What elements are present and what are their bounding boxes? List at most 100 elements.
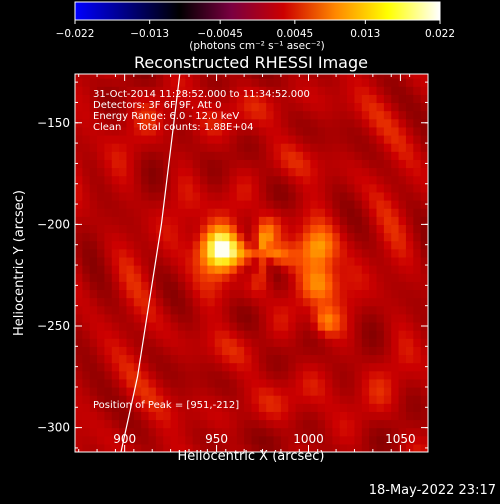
heatmap-cell	[413, 403, 422, 412]
heatmap-cell	[317, 191, 326, 201]
heatmap-cell	[280, 435, 289, 445]
heatmap-cell	[405, 321, 414, 331]
heatmap-cell	[266, 281, 275, 291]
heatmap-cell	[97, 118, 106, 128]
heatmap-cell	[310, 134, 319, 144]
heatmap-cell	[251, 78, 260, 87]
heatmap-cell	[354, 240, 363, 250]
heatmap-cell	[170, 86, 179, 95]
heatmap-cell	[317, 330, 326, 339]
heatmap-cell	[89, 86, 98, 95]
heatmap-cell	[266, 321, 275, 331]
heatmap-cell	[302, 134, 311, 144]
heatmap-cell	[82, 126, 91, 136]
heatmap-cell	[398, 321, 407, 331]
heatmap-cell	[295, 126, 304, 136]
heatmap-cell	[258, 362, 267, 372]
heatmap-cell	[317, 224, 326, 234]
heatmap-cell	[207, 403, 216, 412]
heatmap-cell	[339, 313, 348, 323]
heatmap-cell	[104, 200, 113, 209]
heatmap-cell	[339, 338, 348, 347]
heatmap-cell	[244, 86, 253, 95]
heatmap-cell	[347, 216, 356, 225]
heatmap-cell	[89, 378, 98, 388]
heatmap-cell	[273, 134, 282, 144]
heatmap-cell	[339, 74, 348, 79]
heatmap-cell	[200, 370, 208, 380]
heatmap-cell	[229, 435, 238, 445]
heatmap-cell	[347, 151, 356, 160]
heatmap-cell	[354, 74, 363, 79]
heatmap-cell	[222, 256, 231, 266]
heatmap-cell	[302, 354, 311, 364]
heatmap-cell	[317, 362, 326, 372]
heatmap-cell	[126, 175, 135, 185]
heatmap-cell	[170, 183, 179, 193]
heatmap-cell	[398, 86, 407, 95]
heatmap-cell	[163, 273, 172, 282]
heatmap-cell	[361, 330, 370, 339]
heatmap-cell	[302, 305, 311, 315]
heatmap-cell	[244, 297, 253, 307]
heatmap-cell	[317, 216, 326, 225]
heatmap-image	[75, 74, 428, 452]
heatmap-cell	[317, 273, 326, 282]
heatmap-cell	[332, 110, 341, 120]
heatmap-cell	[192, 232, 201, 242]
heatmap-cell	[207, 183, 216, 193]
heatmap-cell	[244, 224, 253, 234]
heatmap-cell	[280, 273, 289, 282]
heatmap-cell	[192, 321, 201, 331]
heatmap-cell	[207, 305, 216, 315]
heatmap-cell	[170, 313, 179, 323]
heatmap-cell	[339, 118, 348, 128]
heatmap-cell	[75, 126, 83, 136]
heatmap-cell	[133, 126, 142, 136]
heatmap-cell	[126, 362, 135, 372]
heatmap-cell	[200, 395, 208, 404]
heatmap-cell	[111, 94, 120, 104]
heatmap-cell	[192, 354, 201, 364]
heatmap-cell	[82, 313, 91, 323]
heatmap-cell	[119, 94, 128, 104]
heatmap-cell	[126, 338, 135, 347]
heatmap-cell	[126, 370, 135, 380]
heatmap-cell	[325, 354, 333, 364]
heatmap-cell	[325, 386, 333, 396]
heatmap-cell	[214, 151, 223, 160]
heatmap-cell	[111, 386, 120, 396]
heatmap-cell	[82, 395, 91, 404]
heatmap-cell	[141, 297, 150, 307]
heatmap-cell	[405, 338, 414, 347]
heatmap-cell	[354, 265, 363, 274]
heatmap-cell	[295, 224, 304, 234]
heatmap-cell	[383, 110, 392, 120]
heatmap-cell	[89, 167, 98, 177]
heatmap-cell	[302, 126, 311, 136]
heatmap-cell	[141, 395, 150, 404]
heatmap-cell	[163, 248, 172, 258]
heatmap-cell	[325, 167, 333, 177]
heatmap-cell	[383, 395, 392, 404]
heatmap-cell	[332, 151, 341, 160]
heatmap-cell	[229, 370, 238, 380]
heatmap-cell	[332, 346, 341, 356]
heatmap-cell	[258, 143, 267, 152]
heatmap-cell	[207, 216, 216, 225]
heatmap-cell	[89, 191, 98, 201]
heatmap-cell	[155, 126, 164, 136]
heatmap-cell	[332, 411, 341, 421]
heatmap-cell	[170, 354, 179, 364]
heatmap-cell	[273, 191, 282, 201]
heatmap-cell	[332, 338, 341, 347]
heatmap-cell	[295, 378, 304, 388]
heatmap-cell	[133, 159, 142, 169]
heatmap-cell	[310, 338, 319, 347]
heatmap-cell	[339, 378, 348, 388]
heatmap-cell	[82, 338, 91, 347]
heatmap-cell	[155, 435, 164, 445]
heatmap-cell	[310, 118, 319, 128]
heatmap-cell	[420, 143, 428, 152]
heatmap-cell	[148, 305, 157, 315]
